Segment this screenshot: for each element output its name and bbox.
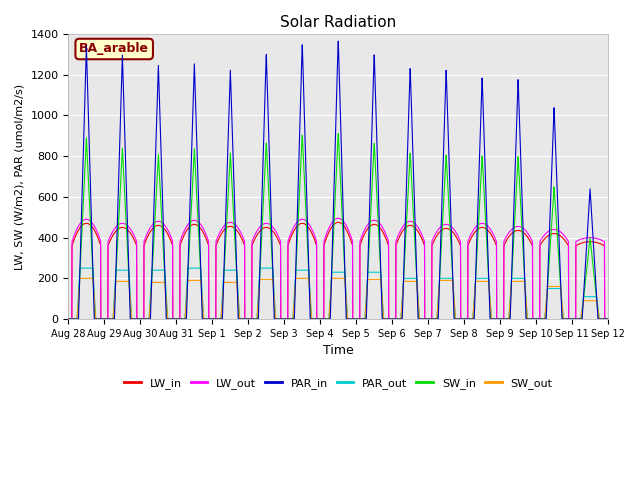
LW_out <box>65 316 72 322</box>
Line: PAR_out: PAR_out <box>68 268 608 319</box>
SW_in <box>271 316 279 322</box>
Line: PAR_in: PAR_in <box>68 41 608 319</box>
Line: LW_out: LW_out <box>68 218 608 319</box>
PAR_out <box>158 267 166 273</box>
SW_out <box>65 316 72 322</box>
Legend: LW_in, LW_out, PAR_in, PAR_out, SW_in, SW_out: LW_in, LW_out, PAR_in, PAR_out, SW_in, S… <box>120 373 557 393</box>
PAR_in <box>604 316 612 322</box>
PAR_out <box>594 302 602 308</box>
LW_out <box>158 220 166 226</box>
SW_in <box>65 316 72 322</box>
SW_out <box>158 279 166 285</box>
PAR_out <box>126 289 134 295</box>
SW_in <box>594 306 602 312</box>
Y-axis label: LW, SW (W/m2), PAR (umol/m2/s): LW, SW (W/m2), PAR (umol/m2/s) <box>15 84 25 270</box>
SW_out <box>594 305 602 311</box>
LW_out <box>536 316 543 322</box>
Title: Solar Radiation: Solar Radiation <box>280 15 396 30</box>
X-axis label: Time: Time <box>323 344 354 357</box>
SW_out <box>295 276 303 281</box>
SW_in <box>536 316 543 322</box>
SW_in <box>335 131 342 136</box>
SW_out <box>604 316 612 322</box>
LW_out <box>271 228 279 233</box>
LW_in <box>536 316 543 322</box>
LW_in <box>295 222 303 228</box>
Line: LW_in: LW_in <box>68 222 608 319</box>
SW_out <box>536 316 543 322</box>
PAR_in <box>271 316 279 322</box>
LW_in <box>604 316 612 322</box>
SW_in <box>604 316 612 322</box>
SW_in <box>295 206 303 212</box>
LW_in <box>334 219 342 225</box>
LW_out <box>126 226 134 231</box>
SW_out <box>76 276 84 281</box>
PAR_out <box>536 316 543 322</box>
PAR_in <box>594 310 602 316</box>
PAR_in <box>158 179 166 184</box>
LW_out <box>295 218 303 224</box>
PAR_in <box>295 162 303 168</box>
SW_in <box>126 295 134 301</box>
SW_out <box>272 315 280 321</box>
PAR_out <box>65 316 72 322</box>
LW_in <box>594 240 602 246</box>
LW_out <box>604 316 612 322</box>
PAR_out <box>295 267 303 273</box>
SW_out <box>126 295 134 301</box>
PAR_in <box>335 38 342 44</box>
PAR_in <box>126 305 134 311</box>
Line: SW_in: SW_in <box>68 133 608 319</box>
LW_in <box>65 316 72 322</box>
PAR_out <box>76 265 84 271</box>
PAR_in <box>65 316 72 322</box>
Text: BA_arable: BA_arable <box>79 43 149 56</box>
PAR_in <box>536 316 543 322</box>
LW_out <box>334 216 342 221</box>
LW_out <box>594 236 602 241</box>
LW_in <box>271 232 279 238</box>
LW_in <box>158 224 166 229</box>
SW_in <box>158 220 166 226</box>
Line: SW_out: SW_out <box>68 278 608 319</box>
PAR_out <box>604 316 612 322</box>
LW_in <box>126 229 134 235</box>
PAR_out <box>272 314 280 320</box>
